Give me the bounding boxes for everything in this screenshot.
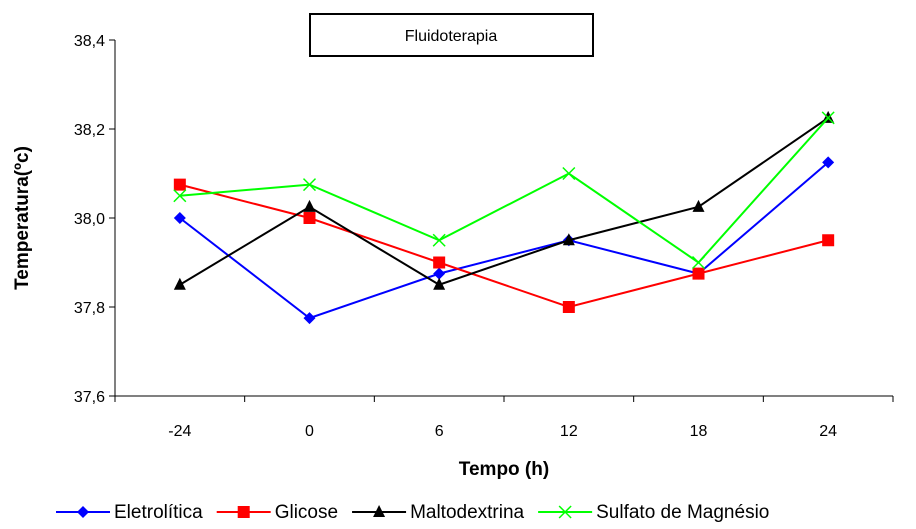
series-3 <box>173 111 835 270</box>
legend-item: Maltodextrina <box>352 502 525 523</box>
legend-marker <box>373 505 386 517</box>
chart-title-frame <box>309 13 594 57</box>
y-axis-title: Temperatura(ºc) <box>12 146 33 290</box>
axes <box>114 40 893 397</box>
y-tick-label: 38,0 <box>74 211 105 228</box>
data-point <box>433 277 446 290</box>
x-tick-label: 18 <box>690 423 708 440</box>
x-tick-label: 24 <box>819 423 837 440</box>
series-line <box>179 117 829 286</box>
data-point <box>303 199 316 212</box>
series-line <box>179 161 829 320</box>
legend-label: Eletrolítica <box>114 502 203 523</box>
data-point <box>562 166 576 181</box>
legend-marker <box>237 506 250 518</box>
legend-marker <box>77 506 89 518</box>
data-point <box>173 277 186 290</box>
legend-marker <box>558 505 572 519</box>
data-point <box>821 111 835 125</box>
y-tick-label: 38,2 <box>74 122 105 139</box>
x-tick-label: 6 <box>435 423 444 440</box>
data-point <box>433 267 446 280</box>
y-tick-label: 37,6 <box>74 389 105 406</box>
data-point <box>432 233 446 247</box>
y-tick-label: 37,8 <box>74 300 105 317</box>
data-point <box>822 234 835 247</box>
series-line <box>179 117 829 264</box>
series-1 <box>173 178 835 313</box>
x-tick-label: 0 <box>305 423 314 440</box>
series-line <box>179 183 829 309</box>
chart-title-box: Fluidoterapia <box>309 13 594 57</box>
data-point <box>692 199 705 212</box>
x-ticks: -24 0 6 12 18 24 <box>114 396 894 440</box>
data-point <box>303 312 316 325</box>
data-point <box>822 156 835 169</box>
series-2 <box>173 110 835 290</box>
series-layer <box>173 110 835 325</box>
legend-label: Maltodextrina <box>410 502 524 523</box>
legend-item: Eletrolítica <box>56 502 203 523</box>
data-point <box>562 301 575 313</box>
x-axis-title: Tempo (h) <box>459 459 549 480</box>
data-point <box>303 212 316 224</box>
data-point <box>562 233 575 246</box>
chart-title: Fluidoterapia <box>405 28 498 45</box>
legend: Eletrolítica Glicose Maltodextrina Sulfato … <box>56 502 769 523</box>
data-point <box>173 212 186 224</box>
data-point <box>692 267 705 280</box>
y-tick-label: 38,4 <box>74 33 105 50</box>
legend-item: Glicose <box>216 502 338 523</box>
y-ticks: 37,6 37,8 38,0 38,2 38,4 <box>74 33 115 406</box>
legend-item: Sulfato de Magnésio <box>538 502 769 523</box>
x-tick-label: 12 <box>560 423 578 440</box>
x-tick-label: -24 <box>168 423 191 440</box>
data-point <box>691 255 706 270</box>
legend-label: Sulfato de Magnésio <box>596 502 769 523</box>
data-point <box>173 178 186 191</box>
data-point <box>302 178 317 192</box>
data-point <box>173 189 187 203</box>
legend-label: Glicose <box>275 502 338 523</box>
data-point <box>433 256 446 269</box>
